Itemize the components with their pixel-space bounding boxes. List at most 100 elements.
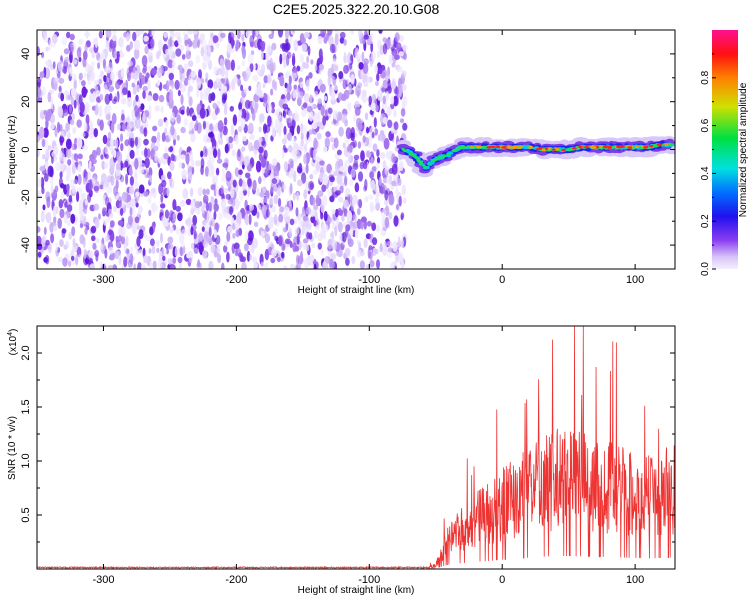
noise-speckle <box>169 264 176 269</box>
noise-speckle <box>71 226 76 237</box>
noise-speckle <box>300 139 304 147</box>
noise-speckle <box>136 236 141 247</box>
noise-speckle <box>187 165 193 178</box>
noise-speckle <box>316 121 322 127</box>
noise-speckle <box>150 187 156 194</box>
noise-speckle <box>78 72 83 81</box>
noise-speckle <box>37 176 42 188</box>
x-tick-label: -300 <box>92 274 114 286</box>
noise-speckle <box>339 185 344 194</box>
noise-speckle <box>277 30 284 38</box>
noise-speckle <box>393 260 398 266</box>
noise-speckle <box>261 63 266 74</box>
noise-speckle <box>239 254 244 262</box>
noise-speckle <box>382 95 386 105</box>
noise-speckle <box>302 238 309 244</box>
noise-speckle <box>277 256 281 263</box>
noise-speckle <box>216 158 223 164</box>
noise-speckle <box>107 216 111 223</box>
noise-speckle <box>263 262 269 268</box>
noise-speckle <box>131 160 135 167</box>
noise-speckle <box>266 102 273 114</box>
noise-speckle <box>290 160 294 169</box>
noise-speckle <box>350 132 355 142</box>
noise-speckle <box>46 196 51 209</box>
signal-cell <box>409 151 412 154</box>
noise-speckle <box>63 244 68 250</box>
noise-speckle <box>344 247 351 257</box>
noise-speckle <box>111 113 117 125</box>
noise-speckle <box>50 97 54 110</box>
noise-speckle <box>67 94 72 100</box>
noise-speckle <box>118 254 122 265</box>
noise-speckle <box>168 46 174 57</box>
noise-speckle <box>323 146 328 153</box>
noise-speckle <box>283 161 289 172</box>
signal-cell <box>462 146 466 149</box>
noise-speckle <box>344 175 348 186</box>
noise-speckle <box>84 227 88 235</box>
signal-peak <box>561 148 566 152</box>
noise-speckle <box>57 72 61 79</box>
noise-speckle <box>288 227 292 238</box>
noise-speckle <box>256 187 260 197</box>
noise-speckle <box>154 152 159 162</box>
noise-speckle <box>44 173 49 182</box>
noise-speckle <box>252 179 257 191</box>
noise-speckle <box>244 230 249 243</box>
noise-speckle <box>320 105 325 116</box>
noise-speckle <box>249 41 255 48</box>
noise-speckle <box>377 50 381 59</box>
noise-speckle <box>222 77 228 87</box>
noise-speckle <box>333 171 339 176</box>
noise-speckle <box>336 149 342 156</box>
noise-speckle <box>278 214 284 223</box>
noise-speckle <box>246 237 253 246</box>
noise-speckle <box>197 187 203 197</box>
noise-speckle <box>268 207 273 218</box>
noise-speckle <box>388 54 393 64</box>
noise-speckle <box>125 248 130 254</box>
noise-speckle <box>213 148 218 159</box>
noise-speckle <box>162 255 166 261</box>
noise-speckle <box>117 123 121 131</box>
noise-speckle <box>311 242 316 249</box>
noise-speckle <box>384 190 389 201</box>
noise-speckle <box>258 146 264 154</box>
noise-speckle <box>172 199 177 211</box>
noise-speckle <box>235 229 240 238</box>
noise-speckle <box>140 30 144 35</box>
noise-speckle <box>278 115 283 124</box>
noise-speckle <box>160 193 164 203</box>
spectrogram-y-ticks: -40 -20 0 20 40 <box>20 29 675 270</box>
noise-speckle <box>263 75 269 84</box>
noise-speckle <box>277 185 281 197</box>
signal-peak <box>657 143 662 147</box>
noise-speckle <box>226 232 231 242</box>
noise-speckle <box>47 165 54 177</box>
noise-speckle <box>331 240 338 251</box>
noise-speckle <box>64 201 68 208</box>
noise-speckle <box>290 263 295 269</box>
noise-speckle <box>321 195 328 207</box>
noise-speckle <box>199 33 205 41</box>
noise-speckle <box>306 105 313 113</box>
noise-speckle <box>299 77 303 83</box>
noise-speckle <box>332 64 337 71</box>
noise-speckle <box>77 174 82 185</box>
noise-speckle <box>219 58 225 68</box>
noise-speckle <box>123 256 128 268</box>
noise-speckle <box>317 98 323 105</box>
noise-speckle <box>39 165 46 172</box>
noise-speckle <box>258 152 263 162</box>
noise-speckle <box>128 132 134 139</box>
noise-speckle <box>119 49 123 57</box>
noise-speckle <box>205 201 209 212</box>
noise-speckle <box>292 67 298 73</box>
noise-speckle <box>255 30 259 37</box>
noise-speckle <box>84 199 88 206</box>
x-tick-label: -300 <box>92 574 114 586</box>
noise-speckle <box>206 87 212 94</box>
noise-speckle <box>163 32 169 38</box>
noise-speckle <box>104 146 108 155</box>
